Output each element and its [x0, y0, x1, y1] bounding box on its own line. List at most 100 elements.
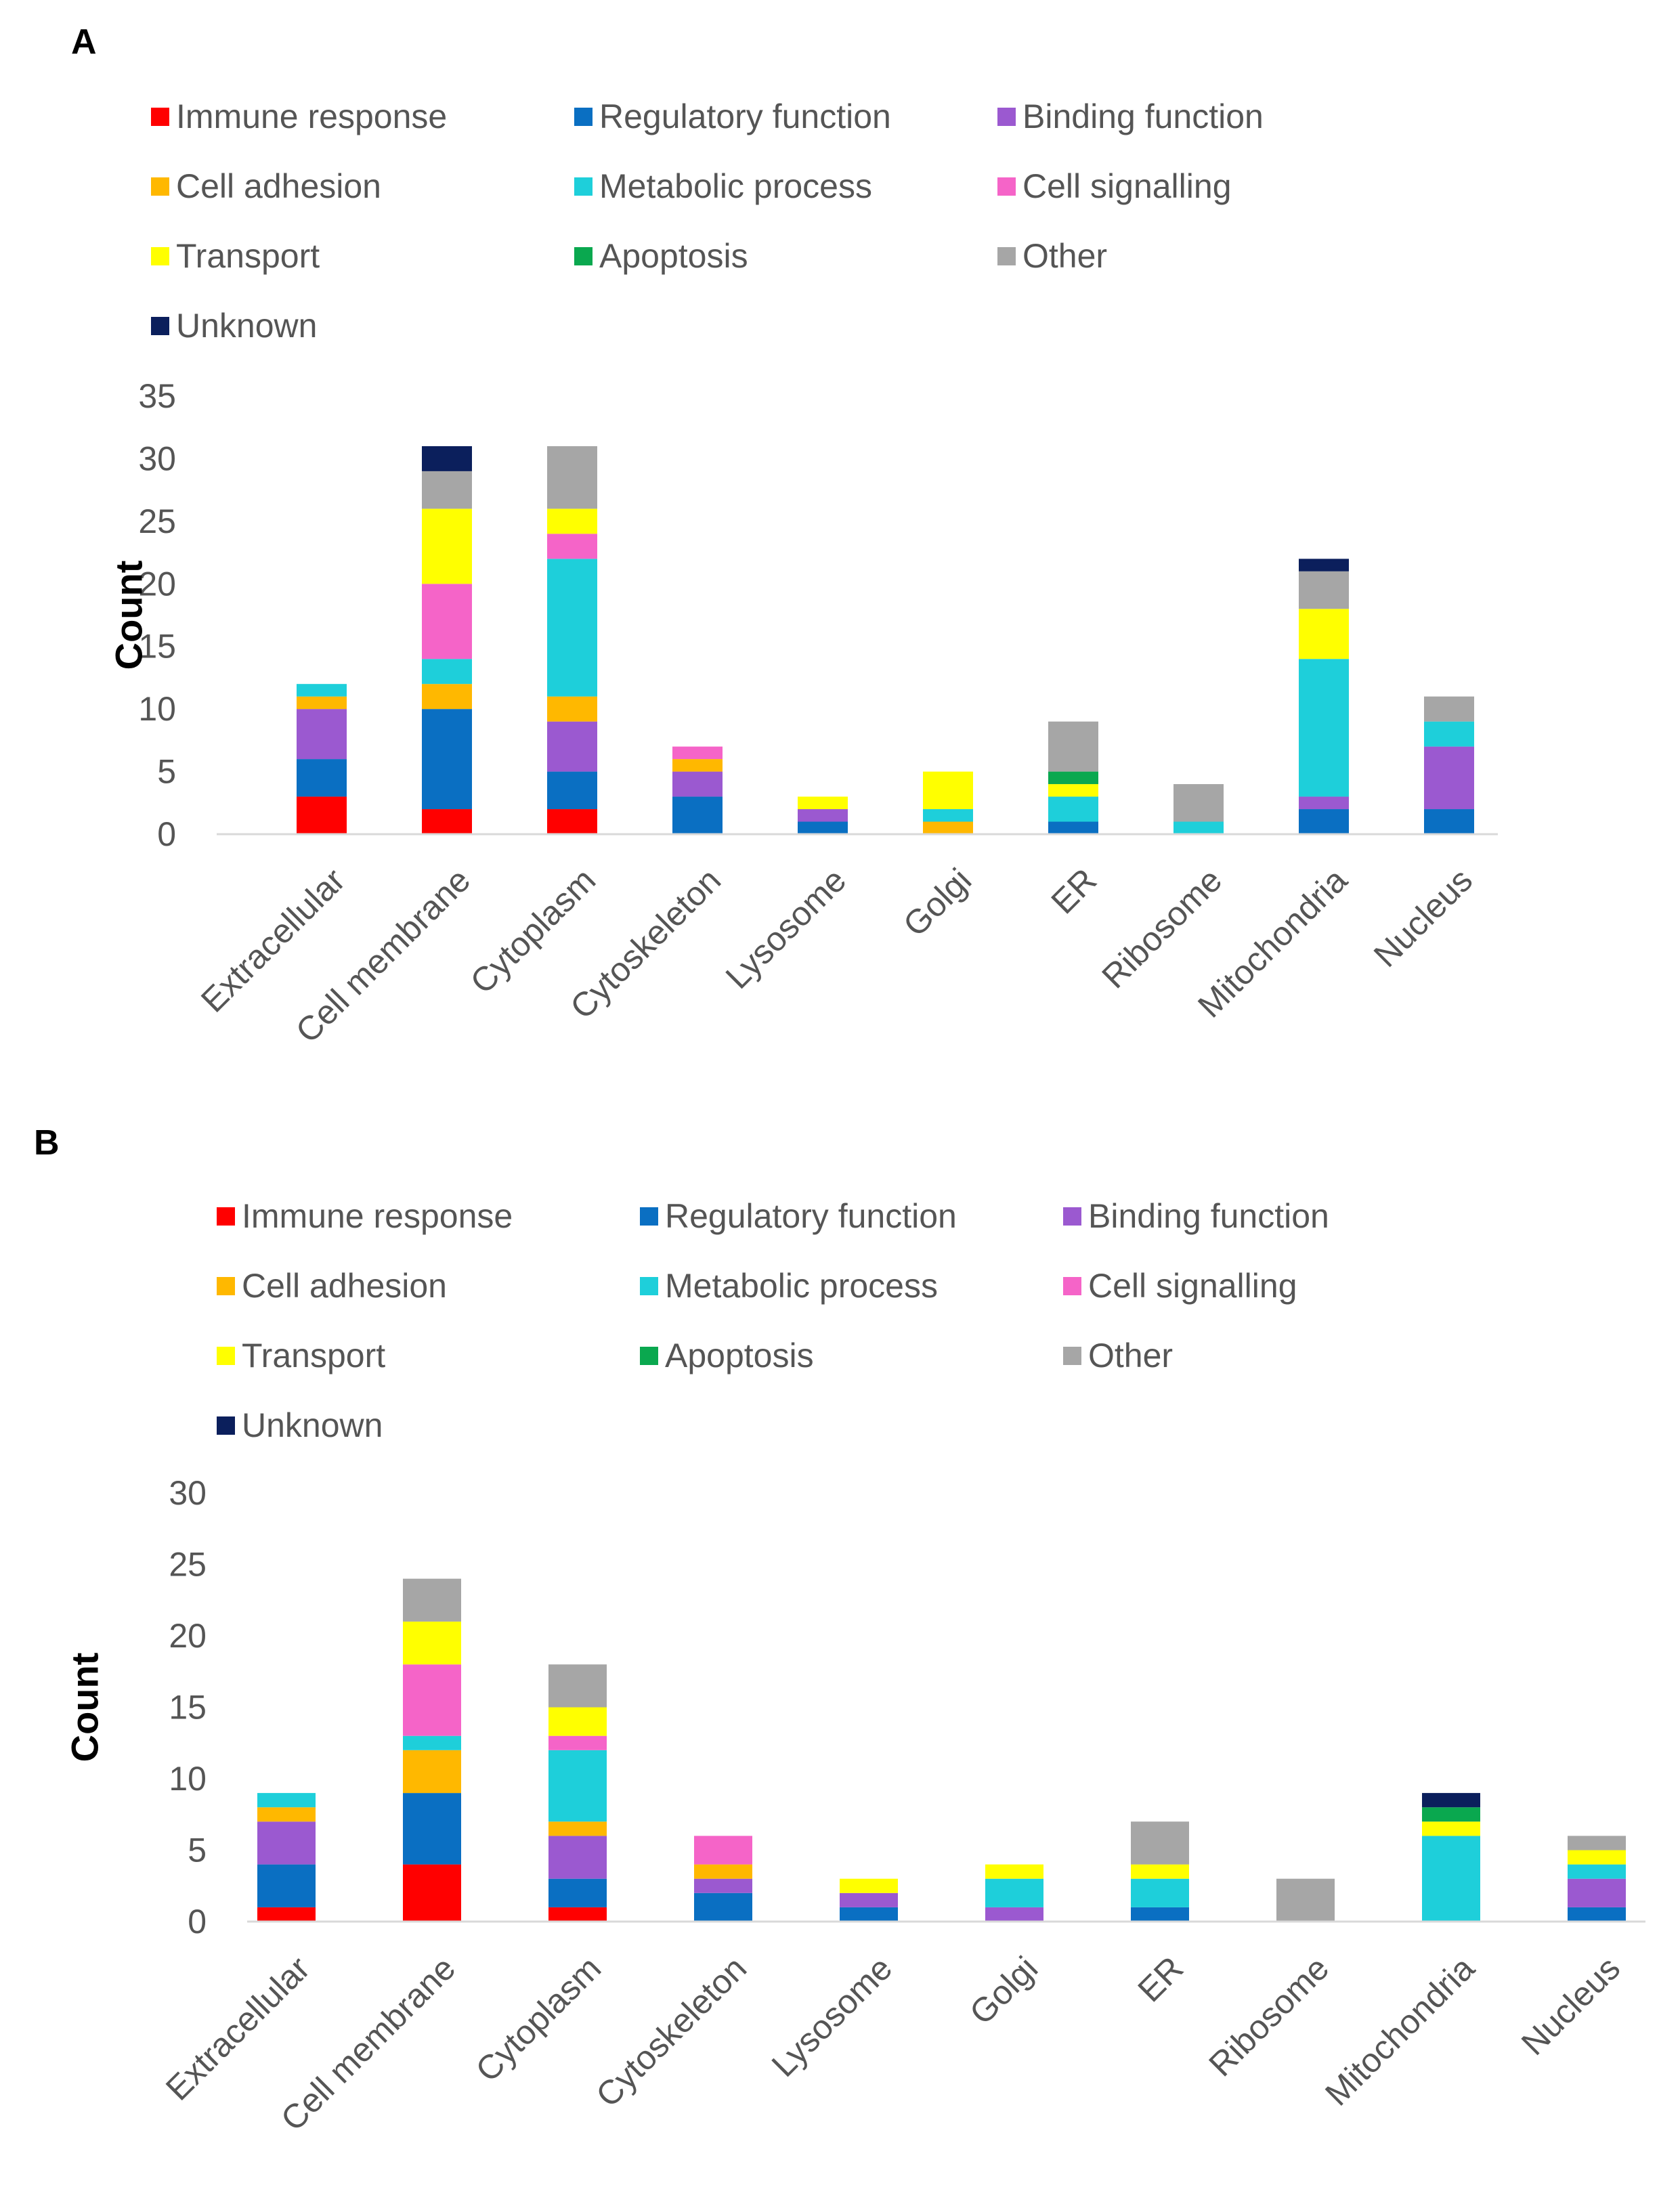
- legend-item: Unknown: [217, 1406, 383, 1444]
- legend-swatch: [217, 1207, 235, 1226]
- bar-segment: [798, 809, 848, 822]
- legend-item: Immune response: [151, 98, 447, 135]
- bar-segment: [422, 684, 472, 710]
- bar-segment: [257, 1821, 316, 1865]
- bar-segment: [694, 1864, 752, 1879]
- legend-swatch: [574, 108, 593, 126]
- legend-item: Other: [997, 237, 1107, 275]
- bar-segment: [548, 1907, 607, 1922]
- bar-stack-golgi: [923, 771, 973, 834]
- legend-item: Metabolic process: [574, 167, 872, 205]
- legend-label: Binding function: [1088, 1197, 1329, 1235]
- bar-segment: [548, 1836, 607, 1879]
- bar-segment: [672, 771, 723, 797]
- legend-swatch: [640, 1207, 658, 1226]
- bar-segment: [1299, 659, 1349, 797]
- bar-segment: [1568, 1878, 1626, 1907]
- bar-segment: [1299, 609, 1349, 659]
- legend-label: Cell signalling: [1022, 167, 1232, 205]
- bar-segment: [547, 534, 597, 559]
- legend-item: Binding function: [1063, 1197, 1329, 1235]
- bar-stack-cytoskeleton: [672, 746, 723, 834]
- legend-label: Unknown: [242, 1406, 383, 1444]
- y-tick-label: 35: [138, 377, 176, 415]
- bar-segment: [548, 1821, 607, 1836]
- y-tick-label: 20: [169, 1617, 207, 1655]
- bar-segment: [403, 1750, 461, 1794]
- y-tick-label: 0: [188, 1903, 207, 1941]
- bar-stack-lysosome: [840, 1878, 898, 1922]
- legend-label: Immune response: [176, 98, 447, 135]
- bar-segment: [1131, 1821, 1189, 1865]
- legend-item: Metabolic process: [640, 1267, 938, 1305]
- y-axis-title: Count: [64, 1653, 106, 1762]
- bar-segment: [1048, 721, 1098, 772]
- bar-segment: [257, 1807, 316, 1822]
- bar-stack-cell-membrane: [403, 1578, 461, 1922]
- bar-segment: [1568, 1907, 1626, 1922]
- bar-segment: [985, 1878, 1043, 1907]
- bar-segment: [257, 1907, 316, 1922]
- legend-label: Metabolic process: [599, 167, 872, 205]
- bar-stack-lysosome: [798, 796, 848, 834]
- bar-stack-er: [1131, 1821, 1189, 1922]
- legend-swatch: [151, 317, 169, 335]
- legend-item: Regulatory function: [640, 1197, 957, 1235]
- bar-segment: [547, 809, 597, 834]
- bar-segment: [1422, 1821, 1480, 1836]
- y-tick-label: 0: [157, 815, 176, 853]
- y-tick-label: 10: [138, 690, 176, 728]
- bar-segment: [1131, 1878, 1189, 1907]
- bar-segment: [422, 471, 472, 509]
- bar-segment: [672, 759, 723, 772]
- legend-label: Metabolic process: [665, 1267, 938, 1305]
- panel-label: A: [71, 22, 97, 62]
- legend-swatch: [217, 1347, 235, 1365]
- legend-label: Apoptosis: [665, 1337, 814, 1374]
- legend-item: Apoptosis: [574, 237, 748, 275]
- bar-segment: [923, 809, 973, 822]
- bar-segment: [403, 1621, 461, 1665]
- bar-segment: [798, 796, 848, 810]
- legend-item: Transport: [217, 1337, 385, 1374]
- bar-segment: [403, 1793, 461, 1865]
- bar-segment: [694, 1892, 752, 1922]
- bar-segment: [422, 659, 472, 685]
- legend-swatch: [1063, 1347, 1081, 1365]
- legend-label: Cell adhesion: [242, 1267, 447, 1305]
- bar-segment: [403, 1578, 461, 1622]
- legend-label: Binding function: [1022, 98, 1264, 135]
- legend: Immune response Regulatory function Bindin…: [151, 98, 1264, 345]
- bar-segment: [1131, 1907, 1189, 1922]
- bar-segment: [548, 1707, 607, 1736]
- bar-segment: [1299, 571, 1349, 609]
- bar-stack-mitochondria: [1422, 1793, 1480, 1922]
- bar-segment: [1299, 796, 1349, 810]
- bar-stack-mitochondria: [1299, 559, 1349, 834]
- bar-segment: [422, 809, 472, 834]
- bar-stack-extracellular: [297, 684, 347, 834]
- y-tick-label: 25: [169, 1546, 207, 1584]
- bar-stack-golgi: [985, 1864, 1043, 1922]
- bar-stack-cytoskeleton: [694, 1836, 752, 1922]
- bar-segment: [1422, 1807, 1480, 1822]
- bar-segment: [1299, 809, 1349, 834]
- bar-segment: [798, 821, 848, 834]
- legend-swatch: [151, 177, 169, 196]
- legend-label: Other: [1088, 1337, 1173, 1374]
- bar-segment: [297, 709, 347, 760]
- bar-segment: [547, 771, 597, 810]
- bar-segment: [840, 1892, 898, 1907]
- bar-segment: [1568, 1836, 1626, 1850]
- bar-segment: [840, 1907, 898, 1922]
- legend-item: Cell signalling: [997, 167, 1232, 205]
- legend: Immune response Regulatory function Bindin…: [217, 1197, 1329, 1444]
- bar-segment: [547, 559, 597, 697]
- bar-segment: [1048, 784, 1098, 797]
- bar-stack-ribosome: [1276, 1878, 1335, 1922]
- bar-segment: [1048, 821, 1098, 834]
- bar-segment: [297, 796, 347, 834]
- legend-item: Cell adhesion: [217, 1267, 447, 1305]
- y-tick-label: 25: [138, 502, 176, 540]
- bar-segment: [1422, 1793, 1480, 1808]
